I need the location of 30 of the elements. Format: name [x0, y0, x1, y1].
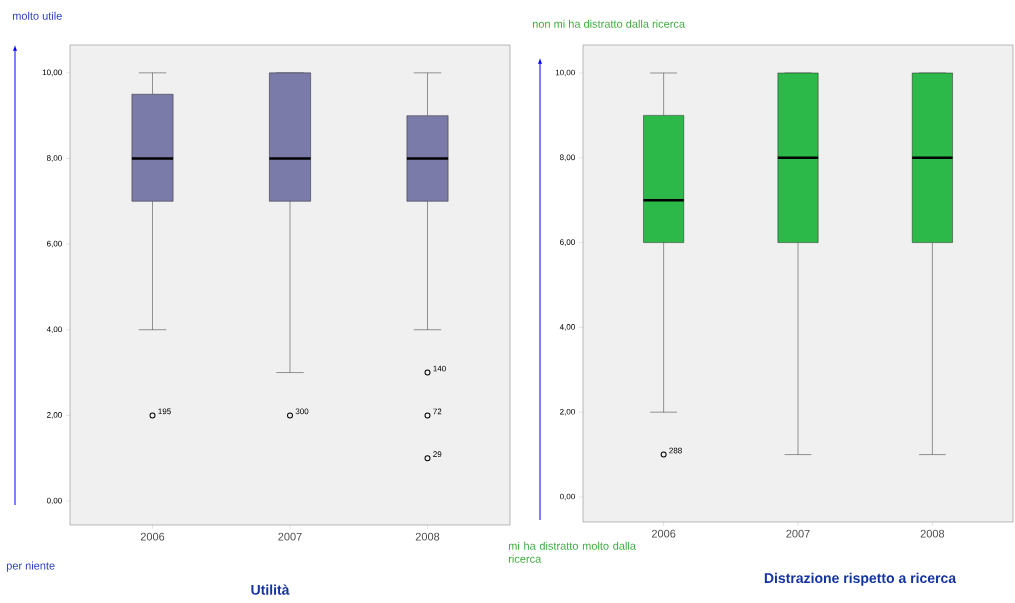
x-tick-label: 2007: [278, 532, 302, 541]
y-tick-label: 10,00: [555, 69, 575, 77]
annotation: 195: [158, 408, 171, 415]
y-tick-label: 0,00: [46, 497, 62, 505]
annotation: 140: [433, 365, 446, 372]
text: per niente: [6, 561, 55, 572]
annotation: 29: [433, 451, 442, 457]
y-tick-label: 8,00: [46, 155, 62, 162]
x-tick-label: 2007: [786, 529, 810, 538]
y-tick-label: 0,00: [559, 493, 575, 501]
annotation: 72: [433, 408, 442, 415]
annotation: 288: [669, 447, 682, 454]
x-tick-label: 2006: [140, 532, 165, 541]
y-tick-label: 6,00: [560, 239, 575, 246]
text: non mi ha distratto dalla ricerca: [532, 19, 686, 28]
y-tick-label: 2,00: [47, 412, 62, 419]
annotation: 300: [295, 408, 309, 415]
x-tick-label: 2008: [920, 529, 945, 538]
y-tick-label: 4,00: [559, 324, 575, 331]
y-tick-label: 2,00: [560, 408, 575, 416]
text: Utilità: [251, 584, 290, 595]
x-tick-label: 2006: [651, 529, 676, 538]
y-tick-label: 6,00: [47, 240, 62, 248]
y-tick-label: 10,00: [42, 69, 62, 77]
y-tick-label: 4,00: [46, 326, 62, 334]
y-tick-label: 8,00: [559, 154, 575, 162]
text: molto utile: [12, 11, 62, 20]
x-tick-label: 2008: [415, 532, 440, 541]
text: mi ha distratto molto dalla ricerca: [508, 541, 636, 563]
text: Distrazione rispetto a ricerca: [764, 572, 957, 586]
